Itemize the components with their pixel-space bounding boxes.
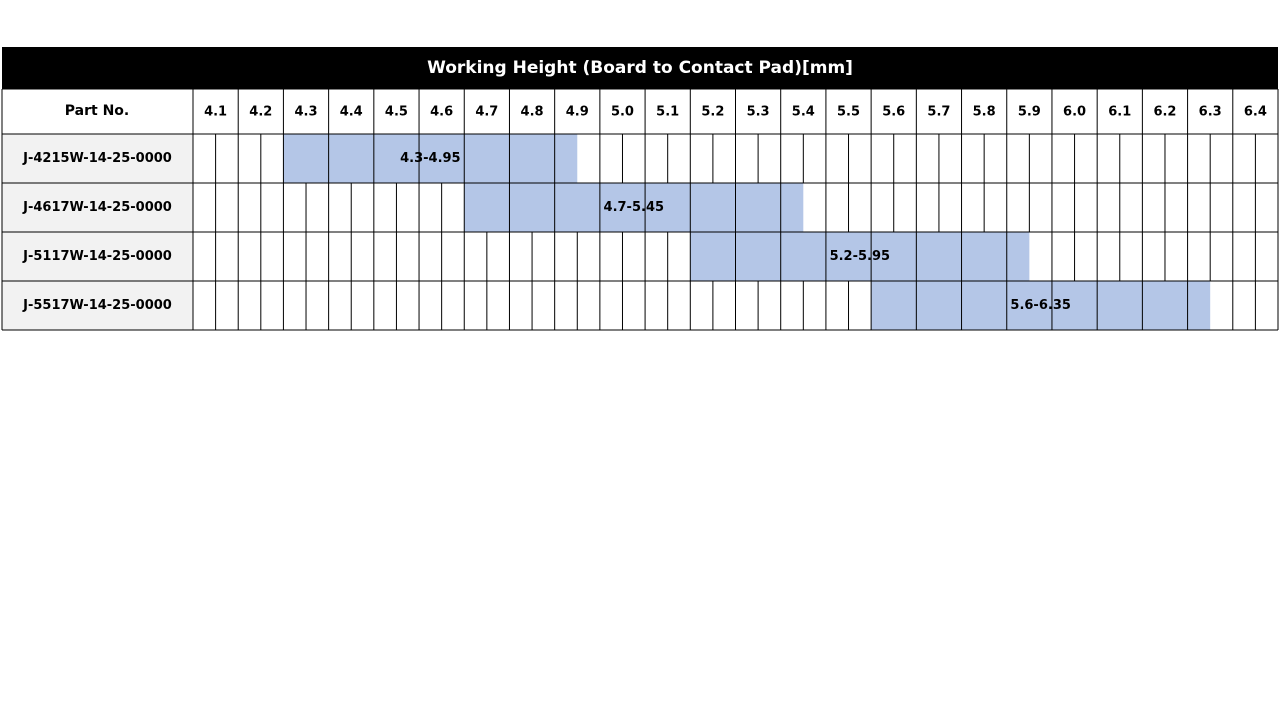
range-label: 5.2-5.95 [830,249,891,264]
column-header: 4.3 [295,105,318,120]
range-label: 4.3-4.95 [400,151,461,166]
column-header: 5.0 [611,105,634,120]
range-bar [283,134,578,183]
column-header: 4.9 [566,105,589,120]
range-bar [871,281,1211,330]
column-header: 4.8 [521,105,544,120]
table-title: Working Height (Board to Contact Pad)[mm… [427,58,853,78]
column-header: 5.8 [973,105,996,120]
column-header: 6.0 [1063,105,1086,120]
range-bar [464,183,804,232]
column-header: 6.4 [1244,105,1267,120]
column-header: 5.1 [656,105,679,120]
title-band [2,47,1278,89]
part-header: Part No. [65,103,129,119]
column-header: 4.2 [249,105,272,120]
column-header: 6.2 [1153,105,1176,120]
part-number: J-5117W-14-25-0000 [22,249,172,264]
column-header: 6.1 [1108,105,1131,120]
column-header: 5.2 [701,105,724,120]
column-header: 4.1 [204,105,227,120]
range-label: 4.7-5.45 [604,200,665,215]
column-header: 5.4 [792,105,815,120]
part-number: J-4617W-14-25-0000 [22,200,172,215]
column-header: 5.3 [747,105,770,120]
part-number: J-4215W-14-25-0000 [22,151,172,166]
column-header: 5.5 [837,105,860,120]
range-bar [690,232,1030,281]
column-header: 5.6 [882,105,905,120]
column-header: 4.6 [430,105,453,120]
column-header: 6.3 [1199,105,1222,120]
column-header: 5.7 [927,105,950,120]
column-header: 4.5 [385,105,408,120]
part-number: J-5517W-14-25-0000 [22,298,172,313]
column-header: 4.4 [340,105,363,120]
column-header: 5.9 [1018,105,1041,120]
column-header: 4.7 [475,105,498,120]
range-label: 5.6-6.35 [1010,298,1071,313]
